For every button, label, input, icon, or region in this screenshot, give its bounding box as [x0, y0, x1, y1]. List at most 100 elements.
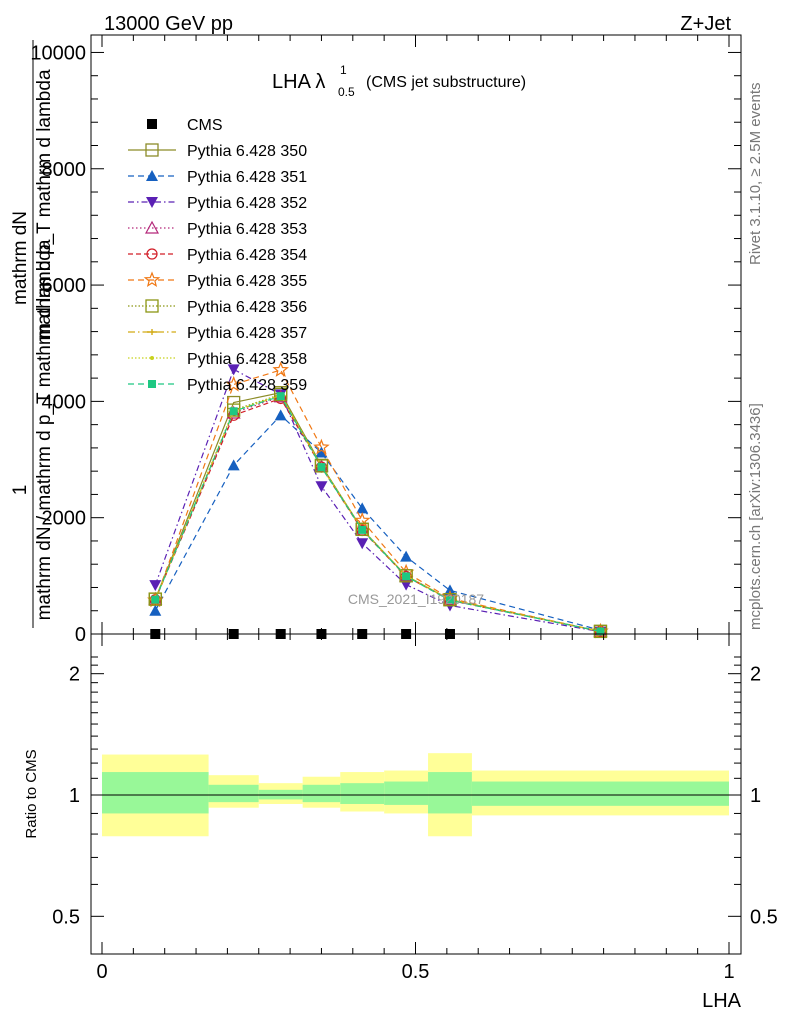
data-marker [227, 403, 241, 417]
series-line [154, 369, 601, 632]
y-tick-label: 2000 [42, 508, 87, 530]
mcplots-label: mcplots.cern.ch [arXiv:1306.3436] [747, 403, 764, 630]
chart-title: LHA λ [272, 71, 325, 93]
legend-label: Pythia 6.428 353 [187, 221, 307, 238]
stat-uncertainty-band [340, 783, 385, 804]
ylabel-top-denominator: mathrm d p_T mathrm d lambda [34, 69, 55, 340]
x-tick-label: 1 [723, 961, 734, 983]
legend: CMS Pythia 6.428 350 Pythia 6.428 351 Pythi… [128, 117, 307, 394]
legend-label: Pythia 6.428 354 [187, 247, 307, 264]
legend-entry: Pythia 6.428 354 [128, 247, 307, 264]
data-marker [145, 299, 159, 313]
ratio-y-tick-label-right: 1 [750, 785, 761, 807]
data-marker [147, 329, 157, 335]
series-line [154, 414, 601, 631]
data-marker [399, 569, 413, 583]
data-marker [317, 463, 326, 472]
data-marker [315, 446, 328, 458]
data-marker [149, 580, 162, 592]
ylabel-bottom: 1 [10, 485, 31, 496]
series-line [154, 368, 601, 633]
series-line [154, 397, 601, 632]
legend-entry: Pythia 6.428 356 [128, 299, 307, 316]
data-marker [146, 248, 158, 260]
data-marker [443, 593, 457, 607]
analysis-watermark: CMS_2021_I1920187 [348, 591, 484, 607]
y-tick-label: 4000 [42, 391, 87, 413]
main-series-layer [147, 361, 609, 639]
main-ylabel: mathrm dN mathrm d p_T mathrm d lambda 1… [10, 40, 55, 628]
x-tick-label: 0.5 [402, 961, 430, 983]
data-marker [274, 387, 288, 402]
x-axis-label: LHA [702, 990, 742, 1012]
data-marker [146, 197, 158, 208]
legend-entry: Pythia 6.428 352 [128, 195, 307, 212]
ylabel-top: mathrm dN [10, 211, 31, 305]
stat-uncertainty-band [384, 781, 429, 805]
main-axes: 0 2000 4000 6000 8000 10000 [30, 35, 741, 646]
energy-label: 13000 GeV pp [104, 13, 233, 35]
rivet-info-label: Rivet 3.1.10, ≥ 2.5M events [747, 83, 764, 266]
process-label: Z+Jet [680, 13, 731, 35]
ratio-axes: 0.5 0.5 1 1 2 2 0 0.5 1 [52, 634, 778, 983]
data-marker [145, 143, 159, 157]
legend-label: Pythia 6.428 350 [187, 143, 307, 160]
legend-label: Pythia 6.428 352 [187, 195, 307, 212]
stat-uncertainty-band [302, 784, 341, 803]
chart-title-superscript: 1 [340, 63, 347, 77]
legend-label: Pythia 6.428 359 [187, 377, 307, 394]
ratio-y-tick-label: 1 [69, 785, 80, 807]
data-marker [146, 170, 158, 181]
series-pythia-7 [148, 387, 608, 639]
chart-title-suffix: (CMS jet substructure) [366, 74, 526, 91]
ratio-y-tick-label: 0.5 [52, 906, 80, 928]
data-marker [314, 459, 329, 473]
y-tick-label: 6000 [42, 275, 87, 297]
data-marker [227, 364, 240, 376]
data-marker [274, 409, 287, 421]
data-marker [227, 459, 240, 471]
data-marker [443, 584, 456, 596]
legend-entry: Pythia 6.428 353 [128, 220, 307, 238]
ratio-y-tick-label: 2 [69, 664, 80, 686]
data-marker [272, 361, 289, 377]
ratio-uncertainty-bands [91, 753, 741, 837]
data-marker [356, 538, 369, 550]
stat-uncertainty-band [208, 784, 259, 803]
data-marker [445, 596, 454, 605]
series-line [154, 395, 601, 632]
legend-label: Pythia 6.428 358 [187, 351, 307, 368]
y-tick-label: 0 [75, 624, 86, 646]
data-marker [144, 220, 160, 234]
data-marker [356, 502, 369, 514]
data-marker [355, 522, 369, 536]
ylabel-bottom-denominator: mathrm dN / mathrm d p_T mathrm d lambda [34, 239, 55, 620]
x-tick-label: 0 [96, 961, 107, 983]
legend-entry: Pythia 6.428 358 [128, 351, 307, 368]
legend-label: CMS [187, 117, 223, 134]
data-marker [313, 438, 330, 455]
data-marker [402, 572, 411, 581]
data-marker [276, 392, 285, 401]
data-marker [150, 356, 154, 360]
data-marker [315, 481, 328, 493]
data-marker [593, 624, 608, 639]
data-marker [229, 407, 238, 416]
data-marker [400, 550, 413, 562]
data-marker [596, 627, 605, 636]
legend-entry: Pythia 6.428 357 [128, 325, 307, 342]
data-marker [151, 595, 160, 604]
data-marker [225, 375, 242, 392]
data-marker [358, 525, 367, 534]
data-marker [143, 271, 161, 288]
legend-entry: Pythia 6.428 351 [128, 169, 307, 186]
data-marker [148, 592, 162, 606]
stat-uncertainty-band [428, 772, 472, 814]
series-pythia-10 [151, 392, 605, 636]
legend-entry: Pythia 6.428 355 [128, 271, 307, 290]
chart-title-subscript: 0.5 [338, 85, 355, 99]
legend-label: Pythia 6.428 356 [187, 299, 307, 316]
legend-entry: Pythia 6.428 359 [128, 377, 307, 394]
stat-uncertainty-band [102, 772, 209, 814]
